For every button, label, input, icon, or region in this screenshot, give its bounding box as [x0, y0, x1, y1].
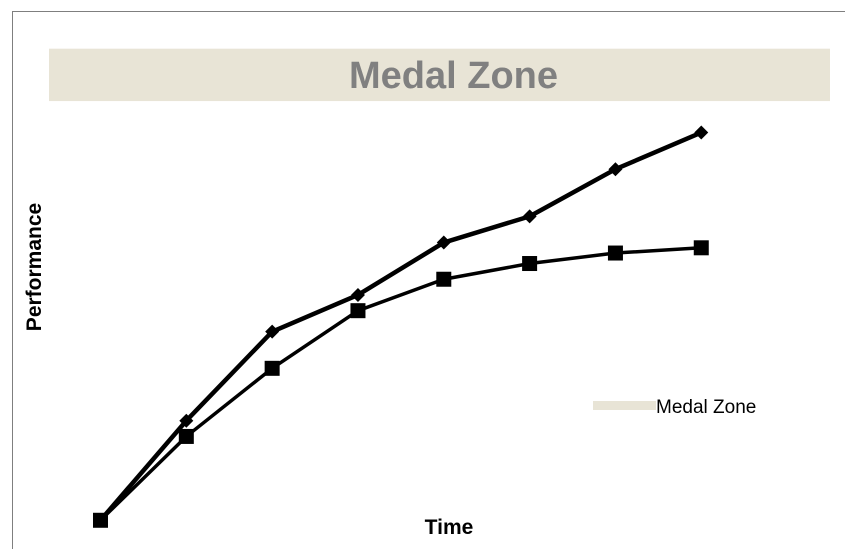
data-point-diamond-5 — [522, 209, 537, 224]
x-axis-label: Time — [425, 516, 474, 539]
data-point-diamond-6 — [608, 162, 623, 177]
medal-zone-rect — [49, 48, 830, 102]
series-layer — [92, 125, 709, 528]
data-point-square-3 — [350, 303, 366, 319]
y-axis-label: Performance — [23, 203, 46, 331]
series-line-diamond — [98, 130, 703, 522]
legend: Medal Zone — [593, 397, 756, 418]
data-point-diamond-4 — [436, 235, 451, 250]
data-point-square-7 — [693, 240, 709, 256]
legend-label: Medal Zone — [656, 397, 756, 418]
series-diamond — [93, 125, 709, 528]
medal-zone-label: Medal Zone — [349, 55, 558, 97]
data-point-square-0 — [92, 512, 108, 528]
data-point-square-6 — [607, 245, 623, 261]
series-line-square — [99, 246, 702, 522]
series-square — [92, 240, 709, 528]
data-point-diamond-2 — [265, 324, 280, 339]
data-point-diamond-3 — [350, 287, 365, 302]
data-point-diamond-1 — [179, 413, 194, 428]
data-point-square-4 — [436, 271, 452, 287]
legend-swatch — [593, 401, 656, 410]
data-point-square-1 — [178, 428, 194, 444]
data-point-diamond-7 — [694, 125, 709, 140]
data-point-square-5 — [522, 256, 538, 272]
medal-zone-band: Medal Zone — [49, 48, 830, 102]
data-point-square-2 — [264, 360, 280, 376]
